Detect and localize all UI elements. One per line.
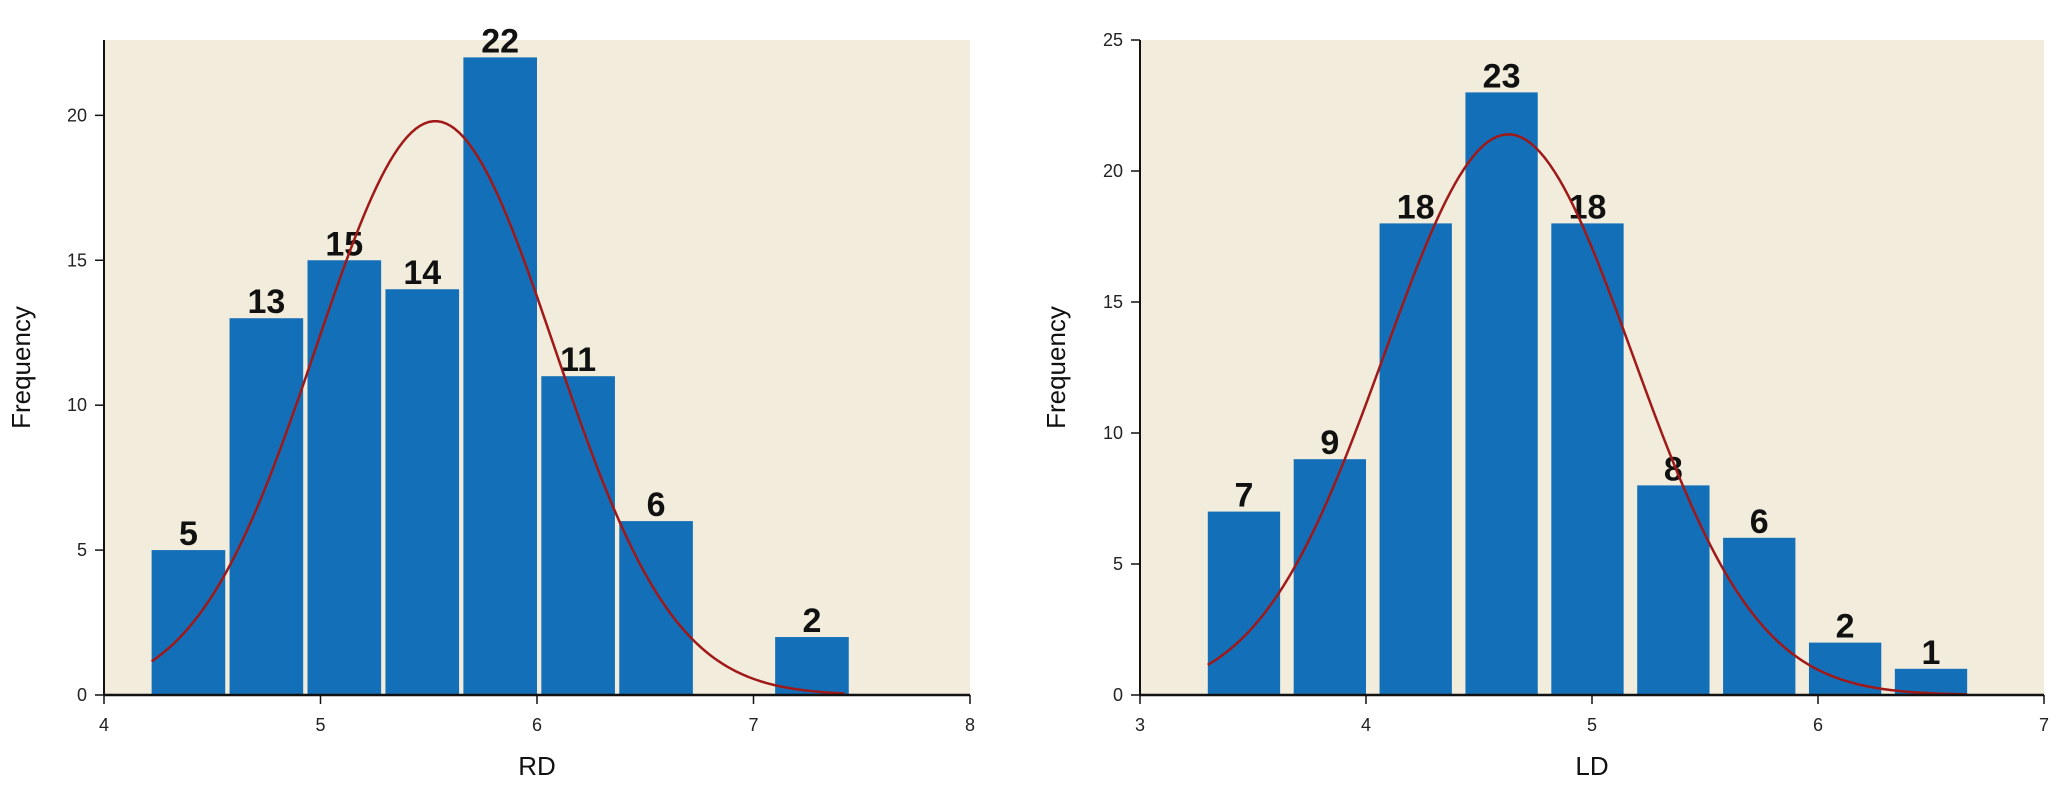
chart-1-y-tick-label: 0 [1113, 685, 1123, 705]
chart-0-bar [385, 289, 460, 695]
chart-1-bar [1207, 511, 1281, 695]
chart-1-y-tick-label: 25 [1103, 30, 1123, 50]
chart-0-bar-label: 22 [481, 22, 519, 60]
chart-1-normal-curve [1207, 133, 1968, 696]
chart-0-bar [307, 260, 382, 695]
chart-1-bar-label: 8 [1664, 450, 1683, 488]
chart-0-bar-label: 11 [560, 341, 596, 379]
chart-1-bar-label: 7 [1234, 477, 1253, 515]
chart-0-bar [775, 637, 849, 695]
chart-0-y-tick-label: 15 [67, 250, 87, 270]
chart-0-bar [151, 550, 226, 695]
chart-0-bar-label: 14 [403, 254, 441, 292]
chart-0-x-axis-title: RD [518, 751, 556, 781]
chart-1-bar [1551, 223, 1624, 695]
chart-0-y-tick-label: 10 [67, 395, 87, 415]
chart-0-normal-curve [150, 120, 845, 695]
chart-0-y-tick-label: 0 [77, 685, 87, 705]
chart-1-x-tick-label: 6 [1813, 715, 1823, 735]
chart-1-bar-label: 6 [1750, 503, 1769, 541]
chart-1-bar-label: 23 [1483, 57, 1521, 95]
chart-0-y-axis-title: Frequency [6, 306, 36, 429]
chart-1-bar-label: 1 [1922, 634, 1941, 672]
chart-1-bar-label: 2 [1836, 608, 1855, 646]
chart-0-x-tick-label: 7 [748, 715, 758, 735]
chart-0-bar [463, 57, 537, 695]
chart-1-bar [1723, 537, 1796, 695]
chart-0-bar-label: 2 [802, 602, 821, 640]
chart-1-y-axis-title: Frequency [1041, 306, 1071, 429]
chart-0-x-tick-label: 5 [315, 715, 325, 735]
chart-1-bar-label: 18 [1397, 188, 1435, 226]
chart-1-bar [1637, 485, 1710, 695]
chart-1-y-tick-label: 5 [1113, 554, 1123, 574]
chart-0-x-tick-label: 4 [99, 715, 109, 735]
chart-0-bar-label: 5 [179, 515, 198, 553]
chart-1-bar [1293, 459, 1366, 695]
chart-0-bar [541, 376, 615, 695]
chart-1-x-tick-label: 3 [1135, 715, 1145, 735]
chart-0-x-tick-label: 8 [965, 715, 975, 735]
chart-1-y-tick-label: 20 [1103, 161, 1123, 181]
chart-0-y-tick-label: 20 [67, 105, 87, 125]
chart-1-y-tick-label: 10 [1103, 423, 1123, 443]
chart-0-bar-label: 13 [247, 283, 285, 321]
chart-1-bar [1379, 223, 1452, 695]
chart-1-y-tick-label: 15 [1103, 292, 1123, 312]
chart-0-y-tick-label: 5 [77, 540, 87, 560]
chart-1-bar [1465, 92, 1538, 695]
chart-0-bar-label: 6 [647, 486, 666, 524]
chart-1-x-axis-title: LD [1575, 751, 1608, 781]
chart-1-x-tick-label: 7 [2039, 715, 2049, 735]
chart-0-x-tick-label: 6 [532, 715, 542, 735]
chart-1-bar-label: 9 [1320, 424, 1339, 462]
chart-1-x-tick-label: 4 [1361, 715, 1371, 735]
chart-1-x-tick-label: 5 [1587, 715, 1597, 735]
chart-0-bar [229, 318, 304, 695]
